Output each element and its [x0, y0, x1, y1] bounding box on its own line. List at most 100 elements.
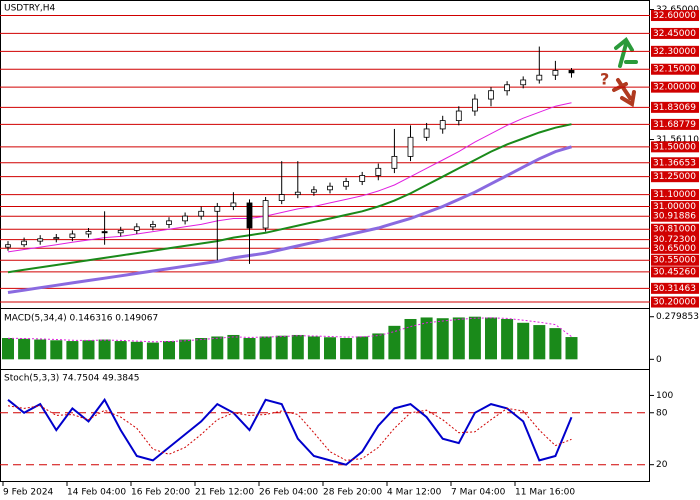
level-label: 30.72300	[653, 235, 696, 245]
signal-line	[7, 317, 572, 343]
histogram-bar	[468, 316, 481, 360]
candle-body	[198, 210, 205, 217]
level-label-box	[651, 45, 699, 57]
candle-body	[455, 110, 462, 121]
histogram-bar	[130, 341, 143, 360]
x-tick-label: 9 Feb 2024	[3, 488, 54, 498]
candle-body	[278, 194, 285, 201]
candle-body	[327, 185, 333, 191]
histogram-bar	[243, 338, 256, 360]
x-tick-label: 21 Feb 12:00	[195, 488, 254, 498]
candle-body	[504, 84, 511, 92]
x-tick-label: 28 Feb 20:00	[323, 488, 382, 498]
level-label: 32.30000	[653, 47, 696, 57]
candle-body	[471, 98, 478, 112]
histogram-bar	[420, 317, 433, 360]
candle-body	[214, 206, 221, 212]
level-label: 32.15000	[653, 65, 696, 75]
level-label-box	[651, 81, 699, 93]
moving-average	[7, 123, 572, 274]
histogram-bar	[404, 318, 417, 360]
x-tick-label: 11 Mar 16:00	[515, 488, 575, 498]
level-label-box	[651, 282, 699, 294]
candle-body	[117, 230, 124, 234]
stoch-line	[7, 397, 573, 466]
histogram-bar	[452, 317, 465, 360]
level-label: 30.45260	[653, 267, 696, 277]
level-label-box	[651, 296, 699, 308]
x-tick-label: 7 Mar 04:00	[451, 488, 506, 498]
histogram-bar	[66, 341, 79, 360]
candle-body	[149, 224, 156, 228]
candle-body	[375, 167, 382, 176]
level-label: 30.20000	[653, 298, 696, 308]
y-tick-label: 20	[656, 460, 668, 470]
histogram-bar	[50, 340, 63, 360]
candle-body	[359, 175, 366, 182]
stoch-line	[7, 405, 572, 461]
up-arrow	[614, 37, 638, 68]
level-label: 30.55000	[653, 256, 696, 266]
level-label-box	[651, 101, 699, 113]
candle-body	[488, 90, 494, 100]
candle-body	[230, 202, 237, 207]
level-label-box	[651, 266, 699, 278]
histogram-bar	[114, 341, 127, 360]
level-label: 30.31463	[653, 284, 696, 294]
y-tick-label: 0	[656, 355, 662, 365]
chart-title: USDTRY,H4	[4, 4, 56, 14]
level-label-box	[651, 254, 699, 266]
level-label-box	[651, 234, 699, 246]
candle-body	[294, 191, 301, 195]
level-label: 30.81000	[653, 225, 696, 235]
candle-body	[101, 231, 108, 234]
histogram-bar	[517, 322, 530, 360]
level-label: 31.00000	[653, 202, 696, 212]
candle-body	[552, 70, 559, 76]
histogram-bar	[18, 338, 31, 360]
y-tick-label: 0.279853	[656, 312, 699, 322]
candle-body	[343, 181, 350, 187]
level-label-box	[651, 171, 699, 183]
level-label-box	[651, 223, 699, 235]
level-label-box	[651, 63, 699, 75]
histogram-bar	[227, 334, 240, 360]
candle-body	[53, 237, 60, 240]
x-tick-label: 26 Feb 04:00	[259, 488, 318, 498]
y-tick-label: 100	[656, 391, 673, 401]
histogram-bar	[163, 341, 175, 360]
histogram-bar	[179, 339, 192, 360]
candle-body	[37, 238, 44, 242]
level-label: 31.50000	[653, 142, 696, 152]
histogram-bar	[436, 318, 449, 360]
histogram-bar	[356, 336, 369, 360]
candle-body	[407, 136, 414, 157]
level-label: 30.65000	[653, 244, 696, 254]
x-tick-label: 14 Feb 04:00	[67, 488, 126, 498]
level-label-box	[651, 27, 699, 39]
moving-average	[7, 102, 572, 253]
stoch-title: Stoch(5,3,3) 74.7504 49.3845	[4, 374, 139, 384]
moving-average	[7, 145, 572, 294]
candle-body	[69, 233, 76, 238]
candle-body	[568, 70, 575, 74]
histogram-bar	[195, 338, 208, 360]
level-label-box	[651, 210, 699, 222]
candle-body	[182, 215, 189, 222]
level-label: 30.91886	[653, 212, 696, 222]
macd-title: MACD(5,34,4) 0.146316 0.149067	[4, 314, 158, 324]
level-label-box	[651, 141, 699, 153]
candle-body	[423, 128, 430, 138]
histogram-bar	[549, 328, 562, 360]
candle-body	[85, 231, 92, 235]
candle-body	[21, 240, 28, 246]
level-label: 31.83069	[653, 103, 696, 113]
histogram-bar	[146, 342, 159, 360]
histogram-bar	[372, 333, 385, 360]
x-tick-label: 16 Feb 20:00	[131, 488, 190, 498]
level-label: 32.45000	[653, 29, 696, 39]
candle-body	[166, 220, 172, 225]
histogram-bar	[485, 317, 497, 360]
level-label: 32.00000	[653, 83, 696, 93]
